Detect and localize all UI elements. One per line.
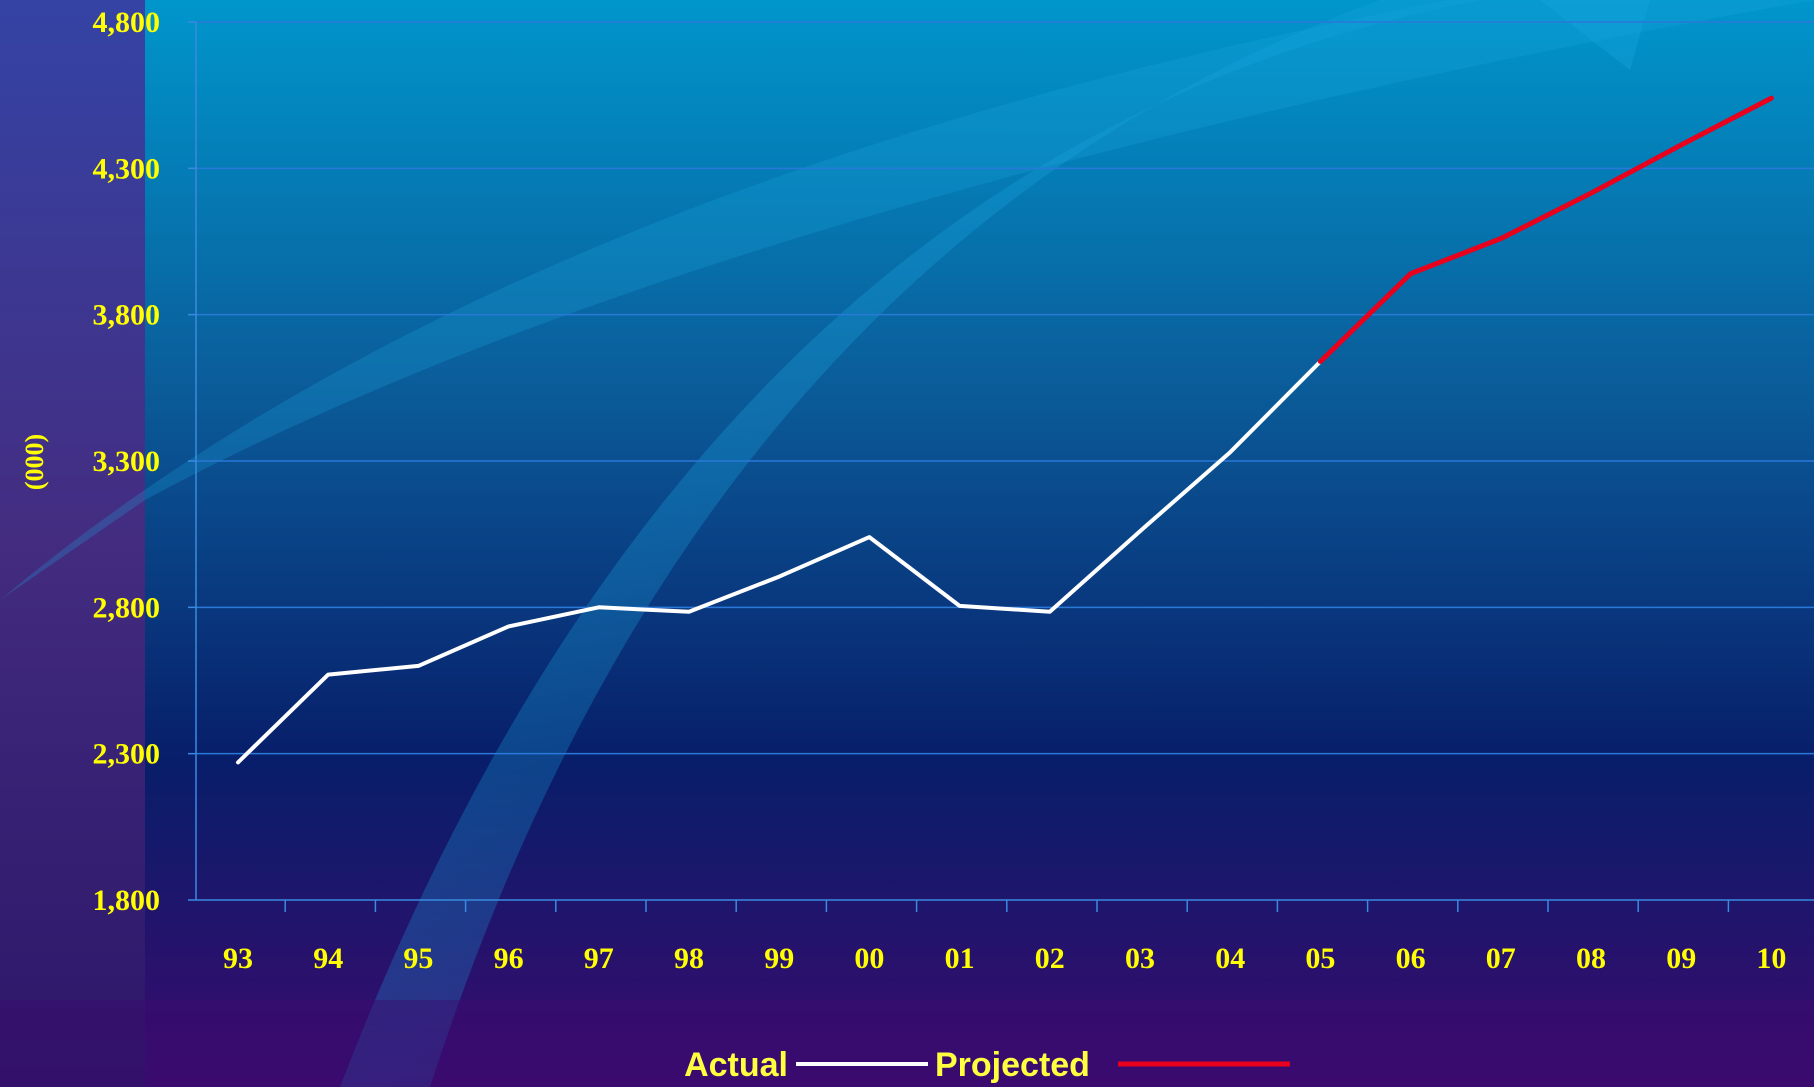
axes [188,21,1814,912]
x-tick-label: 95 [403,942,433,975]
bottom-band [0,1000,1814,1087]
legend: Actual Projected [684,1046,1290,1084]
gridlines [196,21,1814,755]
x-tick-label: 93 [223,942,253,975]
x-tick-label: 94 [313,942,343,975]
series-line-actual [236,359,1323,765]
x-tick-label: 05 [1305,942,1335,975]
y-tick-label: 1,800 [93,884,161,917]
y-tick-label: 2,300 [93,738,161,771]
left-panel [0,0,145,1087]
y-tick-label: 2,800 [93,591,161,624]
y-tick-label: 3,800 [93,299,161,332]
x-tick-label: 96 [494,942,524,975]
x-tick-label: 99 [764,942,794,975]
x-tick-label: 02 [1035,942,1065,975]
x-tick-labels: 93 94 95 96 97 98 99 00 01 02 03 04 05 06 07 08 09 10 [223,942,1786,975]
decorative-swoosh-top [1540,0,1650,70]
y-tick-label: 3,300 [93,445,161,478]
decorative-swoosh-lower [340,0,1480,1087]
legend-label-actual: Actual [684,1046,788,1084]
x-tick-label: 07 [1486,942,1516,975]
y-tick-label: 4,800 [93,6,161,39]
x-tick-label: 97 [584,942,614,975]
x-tick-label: 04 [1215,942,1245,975]
x-tick-label: 01 [945,942,975,975]
y-tick-label: 4,300 [93,152,161,185]
y-tick-labels: 1,800 2,300 2,800 3,300 3,800 4,300 4,800 [93,6,161,917]
series-line-projected [1317,95,1774,364]
series-lines [236,95,1774,765]
x-tick-label: 00 [854,942,884,975]
legend-label-projected: Projected [935,1046,1090,1084]
y-axis-label: (000) [20,434,49,490]
x-tick-label: 03 [1125,942,1155,975]
x-tick-label: 08 [1576,942,1606,975]
x-tick-label: 10 [1756,942,1786,975]
x-tick-label: 98 [674,942,704,975]
x-tick-label: 06 [1396,942,1426,975]
x-tick-label: 09 [1666,942,1696,975]
